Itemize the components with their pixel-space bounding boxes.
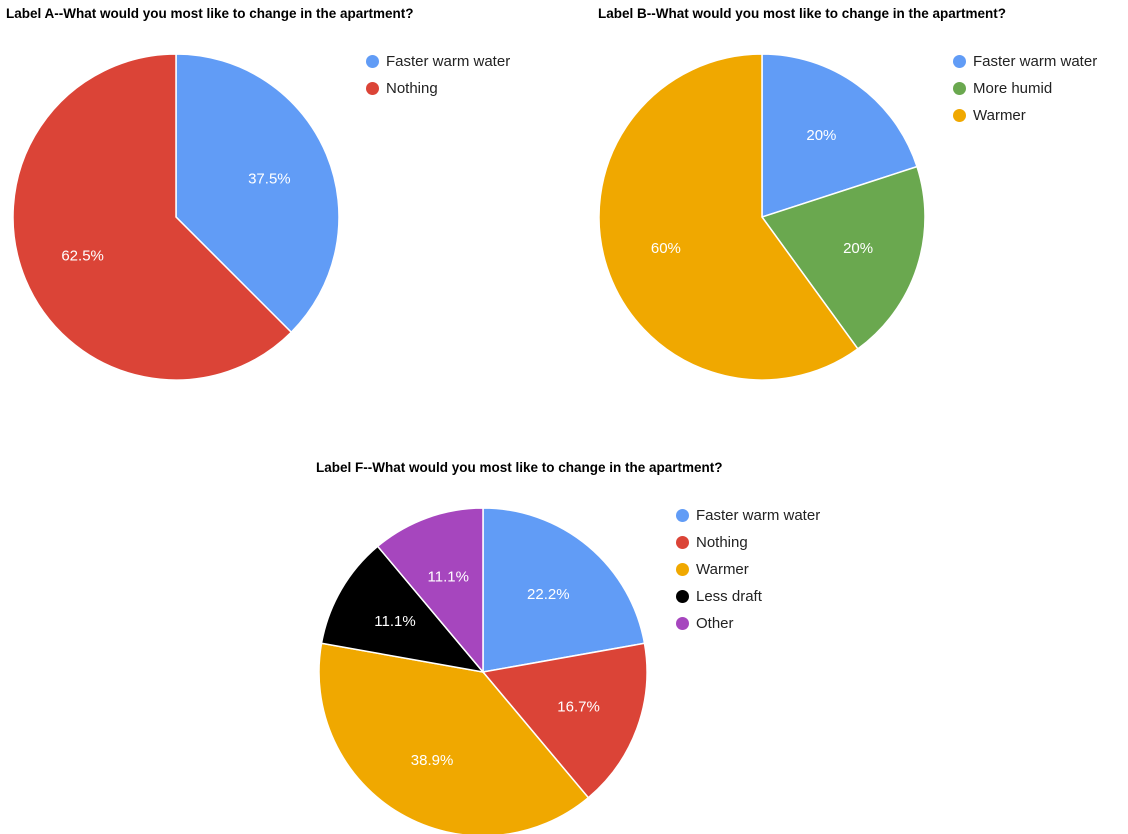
pie-slice-warmer bbox=[318, 642, 590, 834]
legend-swatch bbox=[953, 55, 966, 68]
legend-swatch bbox=[366, 82, 379, 95]
pie-slice-faster-warm-water bbox=[482, 507, 646, 673]
legend-swatch bbox=[953, 82, 966, 95]
legend-a: Faster warm water Nothing bbox=[366, 48, 510, 102]
slice-label: 16.7% bbox=[557, 699, 600, 716]
legend-label: Faster warm water bbox=[696, 507, 821, 524]
pie-slice-warmer bbox=[598, 53, 859, 381]
legend-swatch bbox=[676, 617, 689, 630]
chart-title-b: Label B--What would you most like to cha… bbox=[598, 6, 1007, 21]
legend-label: More humid bbox=[973, 80, 1053, 97]
legend-item: Other bbox=[676, 610, 820, 637]
slice-label: 20% bbox=[843, 240, 873, 257]
legend-swatch bbox=[953, 109, 966, 122]
legend-label: Warmer bbox=[696, 561, 749, 578]
legend-item: Nothing bbox=[366, 75, 510, 102]
legend-item: Faster warm water bbox=[366, 48, 510, 75]
pie-slice-faster-warm-water bbox=[761, 53, 918, 219]
pie-slice-nothing bbox=[481, 642, 648, 799]
slice-label: 60% bbox=[651, 240, 681, 257]
legend-item: Less draft bbox=[676, 583, 820, 610]
legend-swatch bbox=[366, 55, 379, 68]
legend-item: Faster warm water bbox=[676, 502, 820, 529]
legend-swatch bbox=[676, 563, 689, 576]
legend-item: Warmer bbox=[953, 102, 1097, 129]
slice-label: 20% bbox=[806, 127, 836, 144]
legend-label: Nothing bbox=[386, 80, 438, 97]
slice-label: 38.9% bbox=[411, 752, 454, 769]
slice-label: 62.5% bbox=[61, 248, 104, 265]
legend-label: Faster warm water bbox=[973, 53, 1098, 70]
legend-b: Faster warm water More humid Warmer bbox=[953, 48, 1097, 129]
chart-title-f: Label F--What would you most like to cha… bbox=[316, 460, 723, 475]
legend-label: Faster warm water bbox=[386, 53, 511, 70]
legend-label: Nothing bbox=[696, 534, 748, 551]
pie-slice-less-draft bbox=[320, 545, 485, 674]
pie-slice-more-humid bbox=[760, 165, 926, 350]
legend-item: Warmer bbox=[676, 556, 820, 583]
legend-swatch bbox=[676, 590, 689, 603]
legend-label: Less draft bbox=[696, 588, 762, 605]
pie-slice-faster-warm-water bbox=[175, 53, 340, 334]
slice-label: 22.2% bbox=[527, 586, 570, 603]
slice-label: 11.1% bbox=[374, 613, 415, 630]
legend-item: Faster warm water bbox=[953, 48, 1097, 75]
pie-b-svg: 20% 20% 60% bbox=[598, 53, 926, 381]
chart-title-a: Label A--What would you most like to cha… bbox=[6, 6, 414, 21]
legend-item: Nothing bbox=[676, 529, 820, 556]
legend-item: More humid bbox=[953, 75, 1097, 102]
legend-f: Faster warm water Nothing Warmer Less draft… bbox=[676, 502, 820, 637]
pie-slice-other bbox=[376, 507, 484, 675]
slice-label: 11.1% bbox=[428, 568, 469, 585]
pie-a-svg: 37.5% 62.5% bbox=[12, 53, 340, 381]
pie-slice-nothing bbox=[12, 53, 293, 381]
legend-swatch bbox=[676, 536, 689, 549]
legend-swatch bbox=[676, 509, 689, 522]
legend-label: Other bbox=[696, 615, 734, 632]
slice-label: 37.5% bbox=[248, 170, 291, 187]
legend-label: Warmer bbox=[973, 107, 1026, 124]
